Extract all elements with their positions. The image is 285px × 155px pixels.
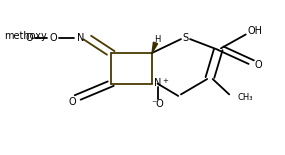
Text: OH: OH [247, 26, 262, 36]
Text: O: O [254, 60, 262, 70]
Text: S: S [182, 33, 188, 43]
Text: O: O [26, 33, 33, 43]
Text: O: O [68, 97, 76, 107]
Text: N: N [154, 78, 161, 88]
Text: +: + [162, 78, 168, 84]
Text: methoxy: methoxy [4, 31, 47, 41]
Text: CH₃: CH₃ [237, 93, 253, 102]
Text: N: N [77, 33, 84, 43]
Text: H: H [154, 35, 161, 44]
Polygon shape [152, 42, 158, 53]
Text: O: O [49, 33, 57, 43]
Text: ⁻O: ⁻O [151, 99, 164, 109]
